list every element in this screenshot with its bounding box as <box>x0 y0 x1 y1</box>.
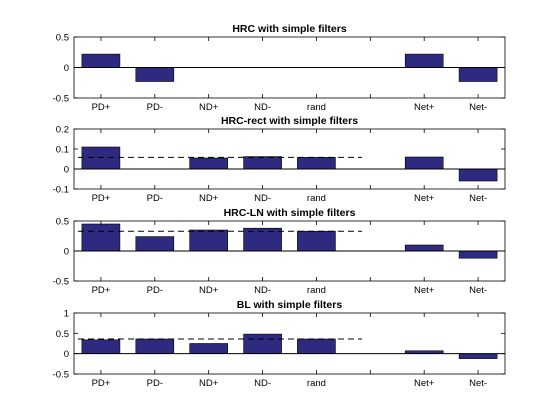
y-tick-label: 0 <box>64 349 69 360</box>
axes-box <box>73 128 506 190</box>
x-tick-label: PD- <box>147 193 163 204</box>
x-tick-label: ND+ <box>199 378 219 389</box>
x-tick-label: rand <box>307 378 326 389</box>
chart-panel: BL with simple filters 1 0.5 0 -0.5 PD+ PD- ND+… <box>53 299 506 389</box>
bar <box>458 67 498 82</box>
x-tick-label: Net+ <box>414 285 435 296</box>
y-tick-label: 0.2 <box>56 125 69 136</box>
bar <box>404 53 444 68</box>
chart-panel: HRC-LN with simple filters 0.5 0 -0.5 PD+ PD-… <box>53 207 506 296</box>
x-tick-label: rand <box>307 193 326 204</box>
x-tick-label: ND- <box>254 102 271 113</box>
bar <box>81 223 121 252</box>
bar <box>458 353 498 359</box>
x-tick-label: Net- <box>469 378 487 389</box>
x-tick-label: PD- <box>147 285 163 296</box>
x-tick-label: ND+ <box>199 193 219 204</box>
bar <box>189 157 228 170</box>
chart-title: HRC with simple filters <box>232 23 347 35</box>
chart-title: BL with simple filters <box>237 299 343 311</box>
x-tick-label: Net- <box>469 102 487 113</box>
bar <box>81 53 121 68</box>
x-tick-label: PD+ <box>92 285 111 296</box>
x-tick-label: ND- <box>254 285 271 296</box>
bar <box>243 333 282 354</box>
x-tick-label: ND- <box>254 378 271 389</box>
x-tick-label: ND- <box>254 193 271 204</box>
y-tick-label: -0.5 <box>53 277 69 288</box>
x-tick-label: rand <box>307 102 326 113</box>
bar <box>458 250 498 259</box>
bar <box>135 67 175 82</box>
bar <box>297 230 336 252</box>
x-tick-label: Net- <box>469 285 487 296</box>
x-tick-label: Net+ <box>414 378 435 389</box>
y-tick-label: 0.1 <box>56 145 69 156</box>
chart-title: HRC-LN with simple filters <box>224 207 356 219</box>
bar <box>243 156 282 170</box>
chart-panel: HRC-rect with simple filters 0.2 0.1 0 -0.1 P… <box>53 115 506 204</box>
y-tick-label: 0.5 <box>56 217 69 228</box>
y-tick-label: -0.1 <box>53 185 69 196</box>
bar <box>81 146 121 170</box>
y-tick-label: -0.5 <box>53 370 69 381</box>
x-tick-label: PD- <box>147 102 163 113</box>
x-tick-label: ND+ <box>199 102 219 113</box>
bar <box>297 338 336 354</box>
x-tick-label: ND+ <box>199 285 219 296</box>
chart-panel: HRC with simple filters 0.5 0 -0.5 PD+ PD- ND+… <box>53 23 506 113</box>
x-tick-label: PD- <box>147 378 163 389</box>
bar <box>189 229 228 252</box>
y-tick-label: 0.5 <box>56 33 69 44</box>
bar <box>135 338 175 354</box>
bar <box>297 157 336 170</box>
bar <box>135 236 175 252</box>
x-tick-label: PD+ <box>92 193 111 204</box>
y-tick-label: 0 <box>64 63 69 74</box>
x-tick-label: PD+ <box>92 102 111 113</box>
axes-box <box>73 312 506 375</box>
bar <box>81 339 121 354</box>
y-tick-label: -0.5 <box>53 94 69 105</box>
x-tick-label: Net- <box>469 193 487 204</box>
x-tick-label: rand <box>307 285 326 296</box>
bar <box>404 156 444 170</box>
bar <box>404 244 444 252</box>
x-tick-label: Net+ <box>414 102 435 113</box>
bar <box>189 343 228 354</box>
chart-title: HRC-rect with simple filters <box>221 115 358 127</box>
y-tick-label: 0 <box>64 247 69 258</box>
bar <box>458 168 498 182</box>
x-tick-label: Net+ <box>414 193 435 204</box>
y-tick-label: 1 <box>64 309 69 320</box>
x-tick-label: PD+ <box>92 378 111 389</box>
y-tick-label: 0 <box>64 165 69 176</box>
y-tick-label: 0.5 <box>56 329 69 340</box>
